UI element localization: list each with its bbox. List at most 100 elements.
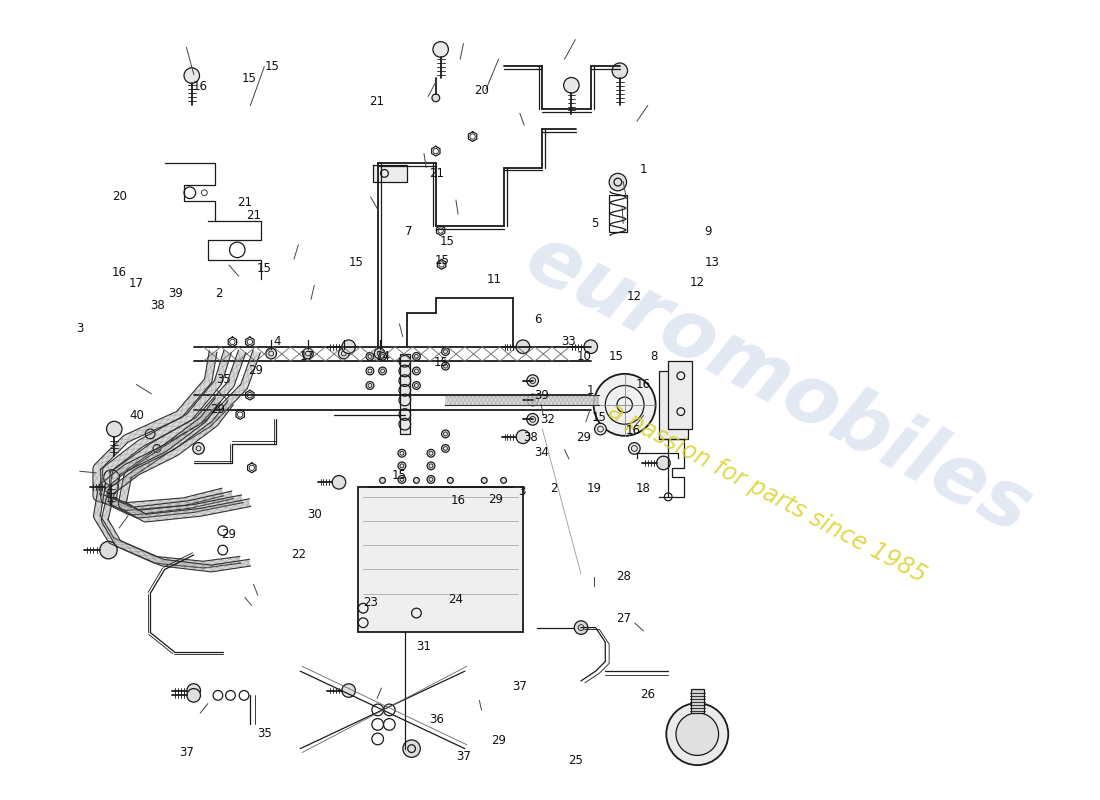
- Text: 20: 20: [112, 190, 126, 202]
- Circle shape: [378, 353, 386, 360]
- Text: 21: 21: [246, 209, 261, 222]
- Text: 16: 16: [636, 378, 651, 391]
- Text: 19: 19: [587, 482, 602, 495]
- Circle shape: [657, 456, 670, 470]
- Text: 37: 37: [456, 750, 471, 763]
- Circle shape: [398, 462, 406, 470]
- Text: 1: 1: [586, 384, 594, 398]
- Circle shape: [403, 740, 420, 758]
- Text: 40: 40: [129, 409, 144, 422]
- Circle shape: [427, 450, 434, 457]
- Text: 7: 7: [405, 225, 412, 238]
- Polygon shape: [119, 350, 261, 522]
- Circle shape: [628, 442, 640, 454]
- Text: 38: 38: [151, 299, 165, 312]
- Circle shape: [432, 94, 440, 102]
- Text: 5: 5: [591, 217, 598, 230]
- Circle shape: [103, 470, 119, 486]
- Text: 35: 35: [256, 726, 272, 740]
- Text: 18: 18: [636, 482, 651, 495]
- Text: 8: 8: [650, 350, 658, 363]
- Circle shape: [192, 442, 205, 454]
- Circle shape: [374, 348, 385, 359]
- Circle shape: [342, 684, 355, 698]
- Bar: [400, 354, 409, 434]
- Text: 6: 6: [535, 313, 541, 326]
- Circle shape: [595, 423, 606, 435]
- Circle shape: [612, 63, 628, 78]
- Text: 29: 29: [221, 528, 236, 542]
- Circle shape: [366, 382, 374, 390]
- Text: 29: 29: [249, 364, 263, 377]
- Text: 2: 2: [214, 286, 222, 299]
- Text: 37: 37: [179, 746, 194, 759]
- Circle shape: [516, 340, 530, 354]
- Polygon shape: [94, 351, 223, 510]
- Text: 15: 15: [392, 470, 407, 482]
- Circle shape: [527, 375, 539, 386]
- Circle shape: [412, 353, 420, 360]
- Circle shape: [302, 348, 313, 359]
- Circle shape: [412, 367, 420, 375]
- Text: 12: 12: [626, 290, 641, 302]
- Circle shape: [433, 42, 449, 57]
- Circle shape: [266, 348, 276, 359]
- Text: 15: 15: [440, 235, 455, 249]
- Circle shape: [398, 475, 406, 483]
- Text: 16: 16: [451, 494, 465, 507]
- Text: 24: 24: [449, 594, 463, 606]
- Bar: [609, 194, 627, 233]
- Text: 16: 16: [112, 266, 126, 278]
- Text: 21: 21: [429, 167, 444, 180]
- Text: 29: 29: [491, 734, 506, 747]
- Text: 3: 3: [518, 485, 526, 498]
- Text: 17: 17: [299, 350, 315, 363]
- Circle shape: [574, 621, 587, 634]
- Bar: [359, 487, 522, 633]
- Text: 35: 35: [217, 374, 231, 386]
- Text: 29: 29: [210, 402, 224, 416]
- Circle shape: [676, 713, 718, 755]
- Text: 37: 37: [513, 680, 527, 693]
- Bar: [659, 371, 688, 438]
- Text: 15: 15: [264, 60, 279, 74]
- Circle shape: [594, 374, 656, 436]
- Text: 32: 32: [540, 413, 556, 426]
- Text: 15: 15: [608, 350, 624, 363]
- Polygon shape: [94, 398, 241, 568]
- Circle shape: [584, 340, 597, 354]
- Text: euromobiles: euromobiles: [512, 218, 1044, 550]
- Circle shape: [104, 480, 118, 494]
- Text: 29: 29: [576, 430, 592, 444]
- Text: 13: 13: [704, 255, 719, 269]
- Text: 15: 15: [433, 356, 449, 370]
- Circle shape: [482, 478, 487, 483]
- Text: 34: 34: [534, 446, 549, 459]
- Text: 26: 26: [640, 688, 656, 701]
- Text: 38: 38: [524, 430, 538, 444]
- Text: 17: 17: [129, 278, 144, 290]
- Text: 31: 31: [417, 640, 431, 653]
- Bar: [691, 689, 704, 713]
- Circle shape: [332, 475, 345, 489]
- Text: 30: 30: [307, 508, 321, 521]
- Circle shape: [184, 68, 199, 83]
- Polygon shape: [446, 395, 598, 405]
- Text: 12: 12: [690, 276, 704, 289]
- Text: 1: 1: [640, 162, 647, 176]
- Text: 14: 14: [376, 350, 390, 363]
- Text: 16: 16: [192, 81, 208, 94]
- Text: 36: 36: [429, 714, 444, 726]
- Circle shape: [145, 429, 155, 438]
- Text: 27: 27: [616, 612, 630, 625]
- Circle shape: [609, 174, 627, 191]
- Text: 29: 29: [488, 493, 503, 506]
- Text: 16: 16: [625, 425, 640, 438]
- Text: 10: 10: [576, 350, 591, 363]
- Text: 15: 15: [242, 72, 256, 85]
- Text: 23: 23: [363, 597, 378, 610]
- Polygon shape: [373, 165, 407, 182]
- Circle shape: [187, 684, 200, 698]
- Circle shape: [448, 478, 453, 483]
- Circle shape: [516, 430, 530, 443]
